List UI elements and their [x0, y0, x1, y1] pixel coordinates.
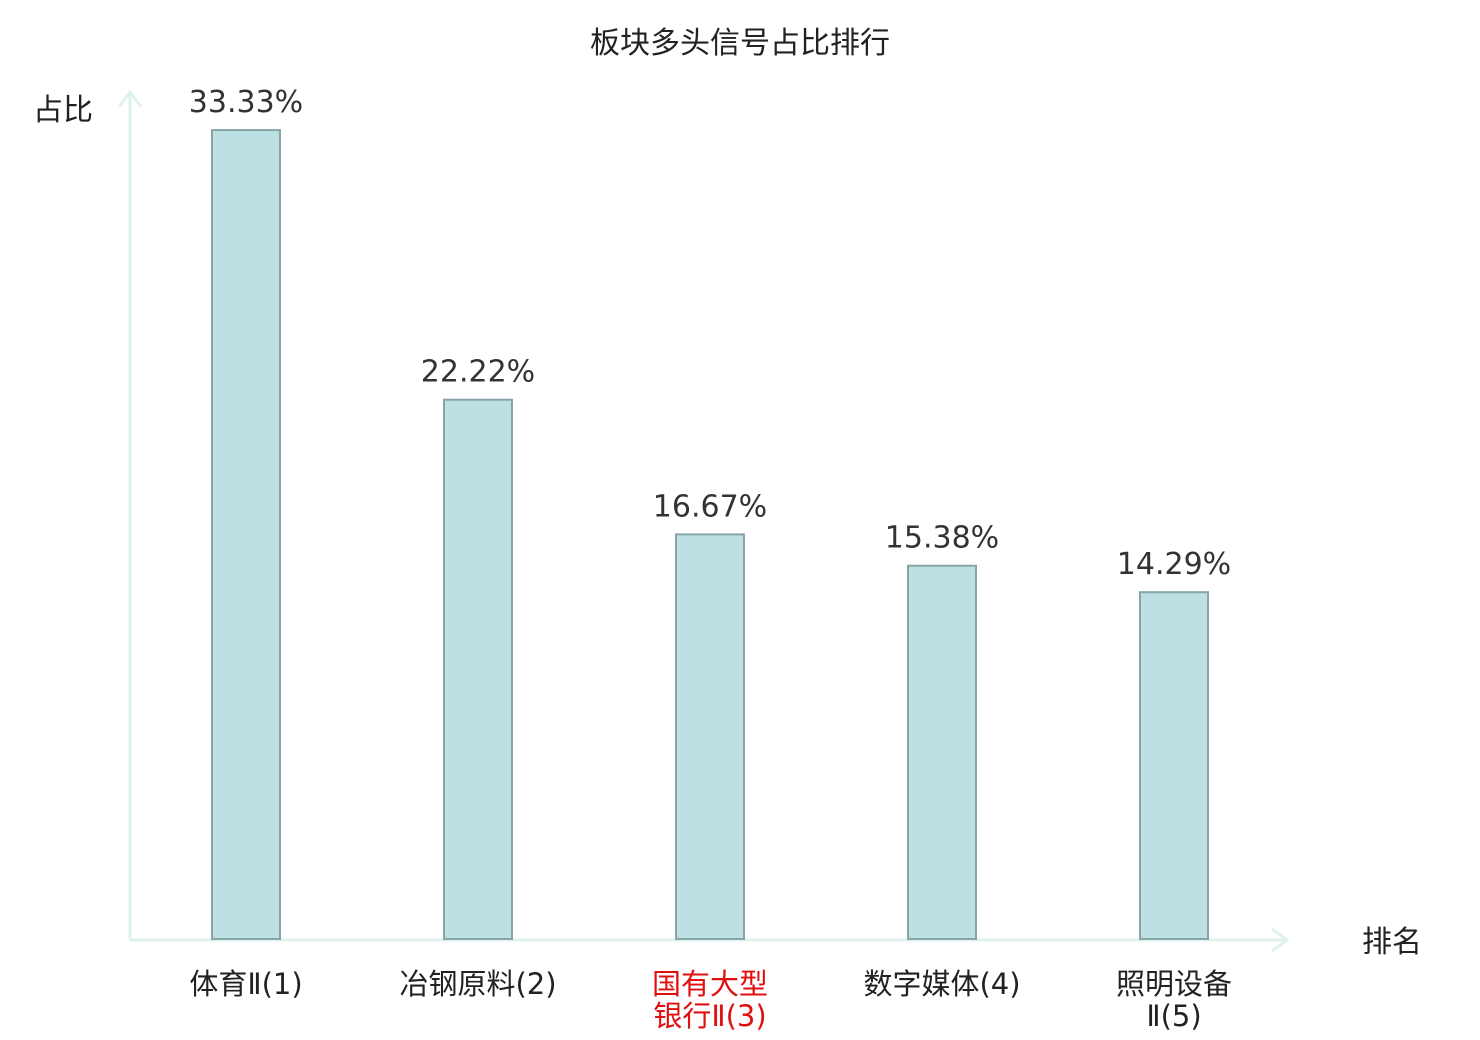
- bar-value-label: 14.29%: [1117, 547, 1231, 582]
- bar-value-label: 22.22%: [421, 355, 535, 390]
- bar-value-label: 16.67%: [653, 489, 767, 524]
- y-axis-arrow: [117, 89, 143, 108]
- bar: [907, 564, 977, 941]
- value-labels: 33.33% 22.22% 16.67% 15.38% 14.29%: [189, 85, 1231, 582]
- category-tick-label: 国有大型: [652, 967, 768, 1001]
- bar: [1139, 591, 1209, 940]
- category-tick-label: 冶钢原料(2): [399, 967, 556, 1001]
- bar: [675, 533, 745, 941]
- bars: [211, 129, 1209, 941]
- x-axis-arrow: [1271, 927, 1290, 953]
- bar-value-label: 33.33%: [189, 85, 303, 120]
- category-tick-label: Ⅱ(5): [1146, 999, 1201, 1033]
- y-axis-label: 占比: [33, 93, 93, 128]
- category-tick-label: 数字媒体(4): [863, 967, 1020, 1001]
- category-tick-label: 照明设备: [1116, 967, 1232, 1001]
- bar: [211, 129, 281, 941]
- category-tick-label: 银行Ⅱ(3): [653, 999, 766, 1033]
- bar-value-label: 15.38%: [885, 521, 999, 556]
- x-axis-label: 排名: [1362, 925, 1422, 960]
- chart-title: 板块多头信号占比排行: [590, 26, 890, 61]
- category-tick-label: 体育Ⅱ(1): [189, 967, 302, 1001]
- bar: [443, 398, 513, 941]
